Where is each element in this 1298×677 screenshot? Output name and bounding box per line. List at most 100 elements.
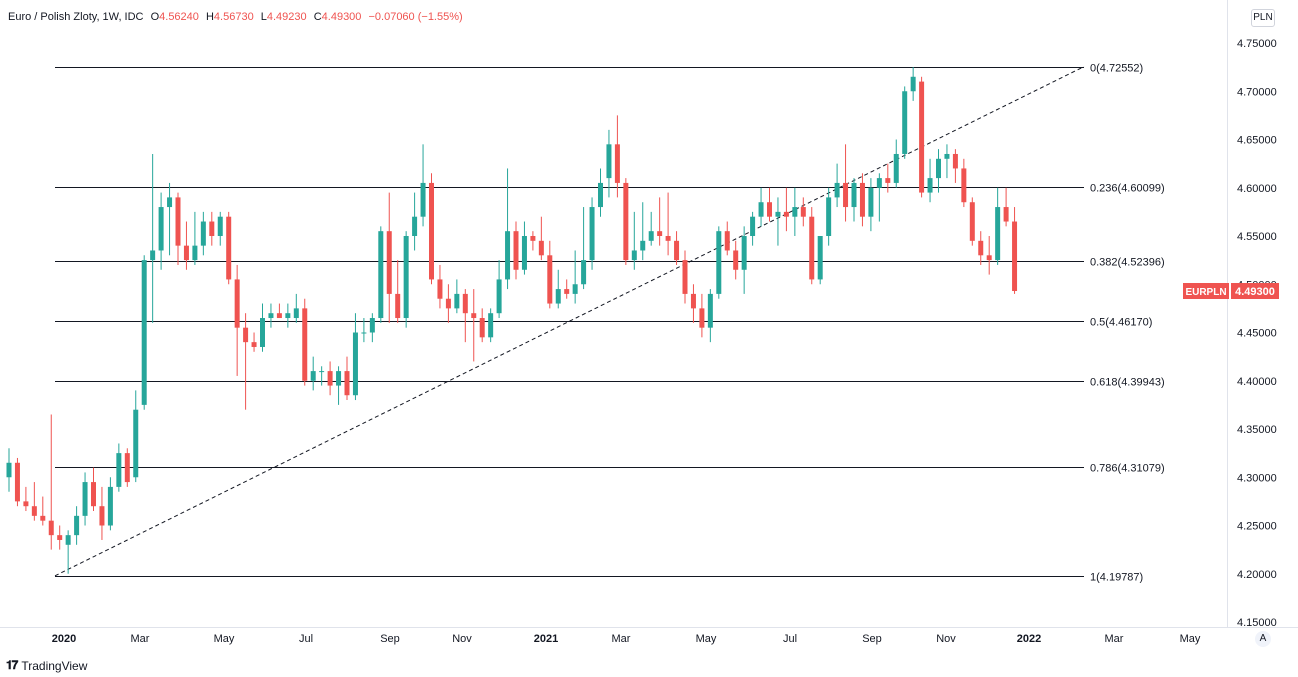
candle: [792, 187, 798, 236]
candle: [183, 221, 189, 270]
candle: [944, 144, 950, 179]
candle: [293, 293, 299, 323]
candle-body: [809, 216, 815, 280]
candle: [598, 168, 603, 217]
candle: [817, 236, 823, 285]
candle: [969, 197, 975, 246]
x-tick-label: Mar: [612, 633, 631, 645]
candle-body: [843, 182, 849, 208]
candle-body: [952, 153, 958, 169]
candle-body: [183, 245, 189, 261]
candle: [902, 86, 908, 159]
change-value: −0.07060 (−1.55%): [368, 11, 463, 23]
y-tick-label: 4.40000: [1237, 376, 1277, 388]
candle-body: [158, 207, 164, 251]
candle: [758, 187, 764, 227]
candle-body: [395, 293, 401, 319]
candle: [40, 496, 46, 526]
candle: [82, 472, 88, 526]
candle-body: [192, 245, 198, 261]
candle-body: [961, 168, 967, 203]
candle: [572, 250, 578, 304]
trend-line[interactable]: [54, 66, 1085, 577]
candle-body: [1012, 221, 1018, 292]
price-axis[interactable]: 4.750004.700004.650004.600004.550004.500…: [1237, 38, 1277, 629]
candle: [48, 414, 54, 550]
candle: [699, 293, 705, 338]
candle-body: [910, 76, 916, 92]
candle-body: [876, 178, 882, 188]
candle: [978, 231, 984, 265]
candle-body: [107, 486, 113, 526]
candle: [623, 178, 629, 265]
candle-body: [682, 260, 688, 294]
candle: [809, 207, 815, 285]
trend-line-segment[interactable]: [54, 66, 1085, 577]
candle-body: [564, 289, 570, 294]
candle-body: [657, 231, 663, 236]
candle-body: [293, 308, 299, 319]
candle-body: [6, 462, 12, 478]
candle-body: [488, 313, 494, 338]
x-tick-label: Mar: [1105, 633, 1124, 645]
x-tick-label: 2022: [1017, 633, 1041, 645]
candle: [378, 226, 384, 323]
candle: [826, 187, 832, 246]
candle: [412, 192, 418, 251]
symbol-tag-bg: [1183, 283, 1229, 300]
candle-body: [555, 289, 561, 304]
candle-body: [141, 260, 147, 405]
brand-name[interactable]: TradingView: [21, 658, 88, 673]
candle: [783, 187, 789, 232]
y-tick-label: 4.55000: [1237, 231, 1277, 243]
candle-body: [783, 211, 789, 217]
candle-body: [369, 318, 375, 333]
candle: [716, 226, 722, 299]
candle-body: [378, 231, 384, 319]
y-tick-label: 4.15000: [1237, 617, 1277, 629]
candle: [234, 264, 240, 376]
candle: [952, 149, 958, 183]
candle-body: [986, 255, 992, 261]
x-tick-label: May: [214, 633, 235, 645]
currency-button[interactable]: PLN: [1251, 9, 1275, 27]
candle: [285, 303, 291, 328]
candle: [91, 467, 96, 512]
candle: [310, 356, 316, 391]
candle-body: [336, 371, 342, 386]
y-tick-label: 4.30000: [1237, 472, 1277, 484]
candle: [859, 173, 865, 227]
y-tick-label: 4.35000: [1237, 424, 1277, 436]
candle-body: [319, 371, 325, 373]
candle: [589, 197, 595, 270]
candle: [724, 221, 730, 256]
candle: [124, 448, 130, 487]
candle-body: [23, 501, 29, 507]
candle-body: [65, 535, 71, 545]
auto-scale-button[interactable]: A: [1255, 631, 1271, 647]
candle-body: [792, 207, 798, 217]
candle: [665, 192, 671, 256]
footer: 𝟏𝟕 TradingView: [6, 658, 87, 673]
time-axis[interactable]: 2020 Mar May Jul Sep Nov 2021 Mar May Jul Sep Nov 20…: [52, 633, 1201, 645]
candle: [682, 250, 688, 304]
candle: [352, 313, 358, 401]
fibonacci-retracement[interactable]: 0(4.72552) 0.236(4.60099) 0.382(4.52396) 0.…: [55, 63, 1165, 584]
candle: [209, 211, 215, 246]
candle-body: [513, 231, 519, 270]
price-tag-bg: [1231, 283, 1279, 300]
candle-body: [690, 293, 696, 309]
candle-body: [817, 236, 823, 280]
candles: [6, 67, 1018, 574]
candle-body: [57, 535, 63, 540]
candle: [158, 192, 164, 270]
symbol-title[interactable]: Euro / Polish Zloty, 1W, IDC: [8, 11, 144, 23]
candle: [868, 178, 874, 232]
candle-body: [91, 482, 96, 507]
tradingview-logo-icon[interactable]: 𝟏𝟕: [6, 658, 18, 672]
candle-body: [767, 202, 772, 217]
candle-body: [99, 506, 105, 526]
candle-body: [31, 506, 37, 516]
candle: [936, 149, 941, 193]
